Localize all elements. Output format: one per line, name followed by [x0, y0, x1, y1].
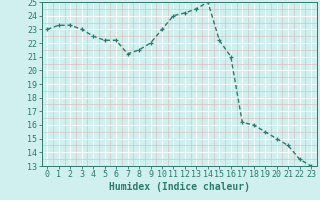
X-axis label: Humidex (Indice chaleur): Humidex (Indice chaleur)	[109, 182, 250, 192]
